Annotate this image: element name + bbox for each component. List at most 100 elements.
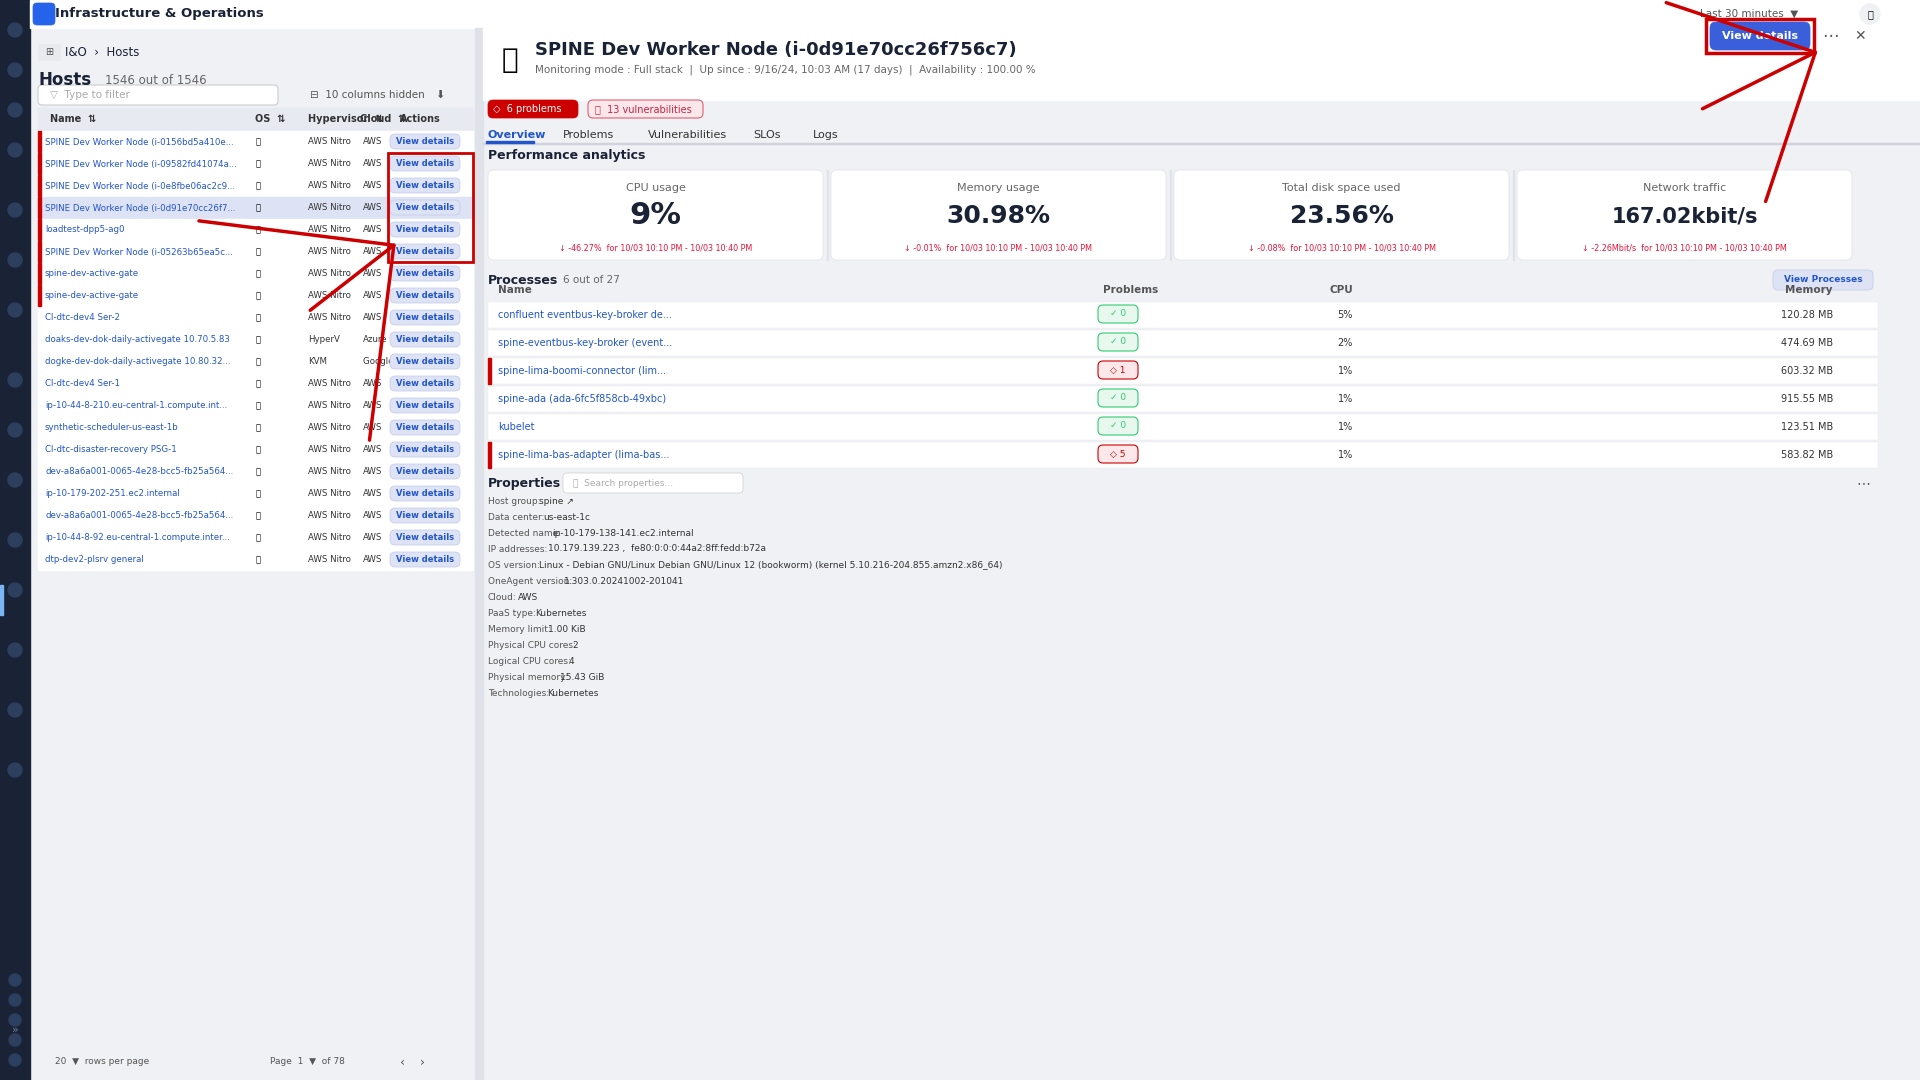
FancyBboxPatch shape bbox=[390, 178, 461, 193]
Text: 🐧: 🐧 bbox=[255, 313, 261, 323]
Text: 🐧: 🐧 bbox=[255, 292, 261, 300]
Bar bbox=[38, 285, 472, 306]
Text: 1%: 1% bbox=[1338, 394, 1354, 404]
Text: Memory usage: Memory usage bbox=[958, 183, 1041, 193]
Text: ◇ 1: ◇ 1 bbox=[1110, 365, 1125, 375]
Text: View details: View details bbox=[396, 137, 453, 147]
Bar bbox=[488, 357, 492, 384]
Text: 474.69 MB: 474.69 MB bbox=[1782, 338, 1834, 348]
Text: AWS: AWS bbox=[363, 534, 382, 542]
Text: OS version:: OS version: bbox=[488, 561, 540, 569]
Text: Actions: Actions bbox=[399, 114, 442, 124]
FancyBboxPatch shape bbox=[390, 420, 461, 435]
Text: ◇  6 problems: ◇ 6 problems bbox=[493, 104, 561, 114]
FancyBboxPatch shape bbox=[33, 3, 56, 25]
Text: 🐧: 🐧 bbox=[255, 534, 261, 542]
Bar bbox=[0, 0, 31, 1080]
Bar bbox=[38, 351, 472, 372]
Text: AWS: AWS bbox=[363, 292, 382, 300]
Bar bbox=[388, 153, 472, 262]
Text: IP addresses:: IP addresses: bbox=[488, 544, 547, 553]
Circle shape bbox=[10, 994, 21, 1005]
Text: ip-10-179-138-141.ec2.internal: ip-10-179-138-141.ec2.internal bbox=[551, 528, 693, 538]
Text: AWS: AWS bbox=[363, 468, 382, 476]
Circle shape bbox=[8, 23, 21, 37]
Bar bbox=[38, 153, 40, 174]
Text: View details: View details bbox=[396, 226, 453, 234]
Text: Name: Name bbox=[497, 285, 532, 295]
Text: kubelet: kubelet bbox=[497, 422, 534, 432]
FancyBboxPatch shape bbox=[390, 464, 461, 480]
Text: SLOs: SLOs bbox=[753, 130, 781, 140]
Text: 167.02kbit/s: 167.02kbit/s bbox=[1611, 206, 1757, 226]
FancyBboxPatch shape bbox=[390, 222, 461, 237]
Text: AWS Nitro: AWS Nitro bbox=[307, 445, 351, 455]
Bar bbox=[38, 241, 40, 262]
Text: AWS: AWS bbox=[363, 270, 382, 279]
Text: Google ...: Google ... bbox=[363, 357, 403, 366]
Text: doaks-dev-dok-daily-activegate 10.70.5.83: doaks-dev-dok-daily-activegate 10.70.5.8… bbox=[44, 336, 230, 345]
Text: spine ↗: spine ↗ bbox=[540, 497, 574, 505]
Circle shape bbox=[8, 473, 21, 487]
FancyBboxPatch shape bbox=[1173, 170, 1509, 260]
Text: View details: View details bbox=[396, 379, 453, 389]
Text: Performance analytics: Performance analytics bbox=[488, 148, 645, 162]
Bar bbox=[38, 175, 472, 195]
Text: Physical CPU cores:: Physical CPU cores: bbox=[488, 640, 576, 649]
Text: 9%: 9% bbox=[630, 202, 682, 230]
Text: HyperV: HyperV bbox=[307, 336, 340, 345]
FancyBboxPatch shape bbox=[1772, 270, 1874, 291]
Text: Kubernetes: Kubernetes bbox=[536, 608, 586, 618]
FancyBboxPatch shape bbox=[390, 354, 461, 369]
Text: AWS Nitro: AWS Nitro bbox=[307, 292, 351, 300]
Circle shape bbox=[8, 583, 21, 597]
Bar bbox=[38, 417, 472, 438]
Text: Hypervisor  ⇅: Hypervisor ⇅ bbox=[307, 114, 384, 124]
Text: dev-a8a6a001-0065-4e28-bcc5-fb25a564...: dev-a8a6a001-0065-4e28-bcc5-fb25a564... bbox=[44, 512, 232, 521]
Text: Network traffic: Network traffic bbox=[1644, 183, 1726, 193]
Bar bbox=[38, 1052, 472, 1072]
Bar bbox=[38, 219, 472, 240]
Bar bbox=[38, 44, 60, 60]
Text: 915.55 MB: 915.55 MB bbox=[1780, 394, 1834, 404]
Text: 🐧: 🐧 bbox=[255, 423, 261, 432]
Text: 🔍  Search properties...: 🔍 Search properties... bbox=[572, 478, 674, 487]
Text: 🐧: 🐧 bbox=[255, 445, 261, 455]
FancyBboxPatch shape bbox=[390, 156, 461, 171]
Text: 1.00 KiB: 1.00 KiB bbox=[547, 624, 586, 634]
Bar bbox=[38, 373, 472, 394]
Text: 🐧: 🐧 bbox=[255, 379, 261, 389]
Text: SPINE Dev Worker Node (i-0d91e70cc26f756c7): SPINE Dev Worker Node (i-0d91e70cc26f756… bbox=[536, 41, 1016, 59]
Text: View details: View details bbox=[396, 534, 453, 542]
Text: AWS: AWS bbox=[363, 555, 382, 565]
Text: 🐧: 🐧 bbox=[255, 160, 261, 168]
Bar bbox=[38, 285, 40, 306]
Text: 2%: 2% bbox=[1338, 338, 1354, 348]
Bar bbox=[38, 197, 472, 218]
Bar bbox=[38, 241, 472, 262]
FancyBboxPatch shape bbox=[831, 170, 1165, 260]
Circle shape bbox=[10, 1054, 21, 1066]
Text: I&O  ›  Hosts: I&O › Hosts bbox=[65, 45, 140, 58]
Text: SPINE Dev Worker Node (i-0d91e70cc26f7...: SPINE Dev Worker Node (i-0d91e70cc26f7..… bbox=[44, 203, 236, 213]
Text: Linux - Debian GNU/Linux Debian GNU/Linux 12 (bookworm) (kernel 5.10.216-204.855: Linux - Debian GNU/Linux Debian GNU/Linu… bbox=[540, 561, 1002, 569]
Bar bbox=[31, 0, 1920, 28]
Text: ›: › bbox=[420, 1055, 424, 1068]
FancyBboxPatch shape bbox=[390, 288, 461, 303]
Text: ⋯: ⋯ bbox=[1857, 476, 1870, 490]
Text: 🐧: 🐧 bbox=[255, 181, 261, 190]
Text: AWS Nitro: AWS Nitro bbox=[307, 203, 351, 213]
Text: PaaS type:: PaaS type: bbox=[488, 608, 536, 618]
Text: Hosts: Hosts bbox=[38, 71, 90, 89]
Circle shape bbox=[8, 762, 21, 777]
Text: 🐧: 🐧 bbox=[255, 489, 261, 499]
Text: View details: View details bbox=[396, 160, 453, 168]
Text: Kubernetes: Kubernetes bbox=[547, 689, 599, 698]
Text: ⬇: ⬇ bbox=[436, 90, 444, 100]
Bar bbox=[38, 108, 472, 130]
Circle shape bbox=[10, 974, 21, 986]
Text: ◇ 5: ◇ 5 bbox=[1110, 449, 1125, 459]
Text: View details: View details bbox=[396, 468, 453, 476]
Text: 15.43 GiB: 15.43 GiB bbox=[561, 673, 605, 681]
Text: Problems: Problems bbox=[563, 130, 614, 140]
